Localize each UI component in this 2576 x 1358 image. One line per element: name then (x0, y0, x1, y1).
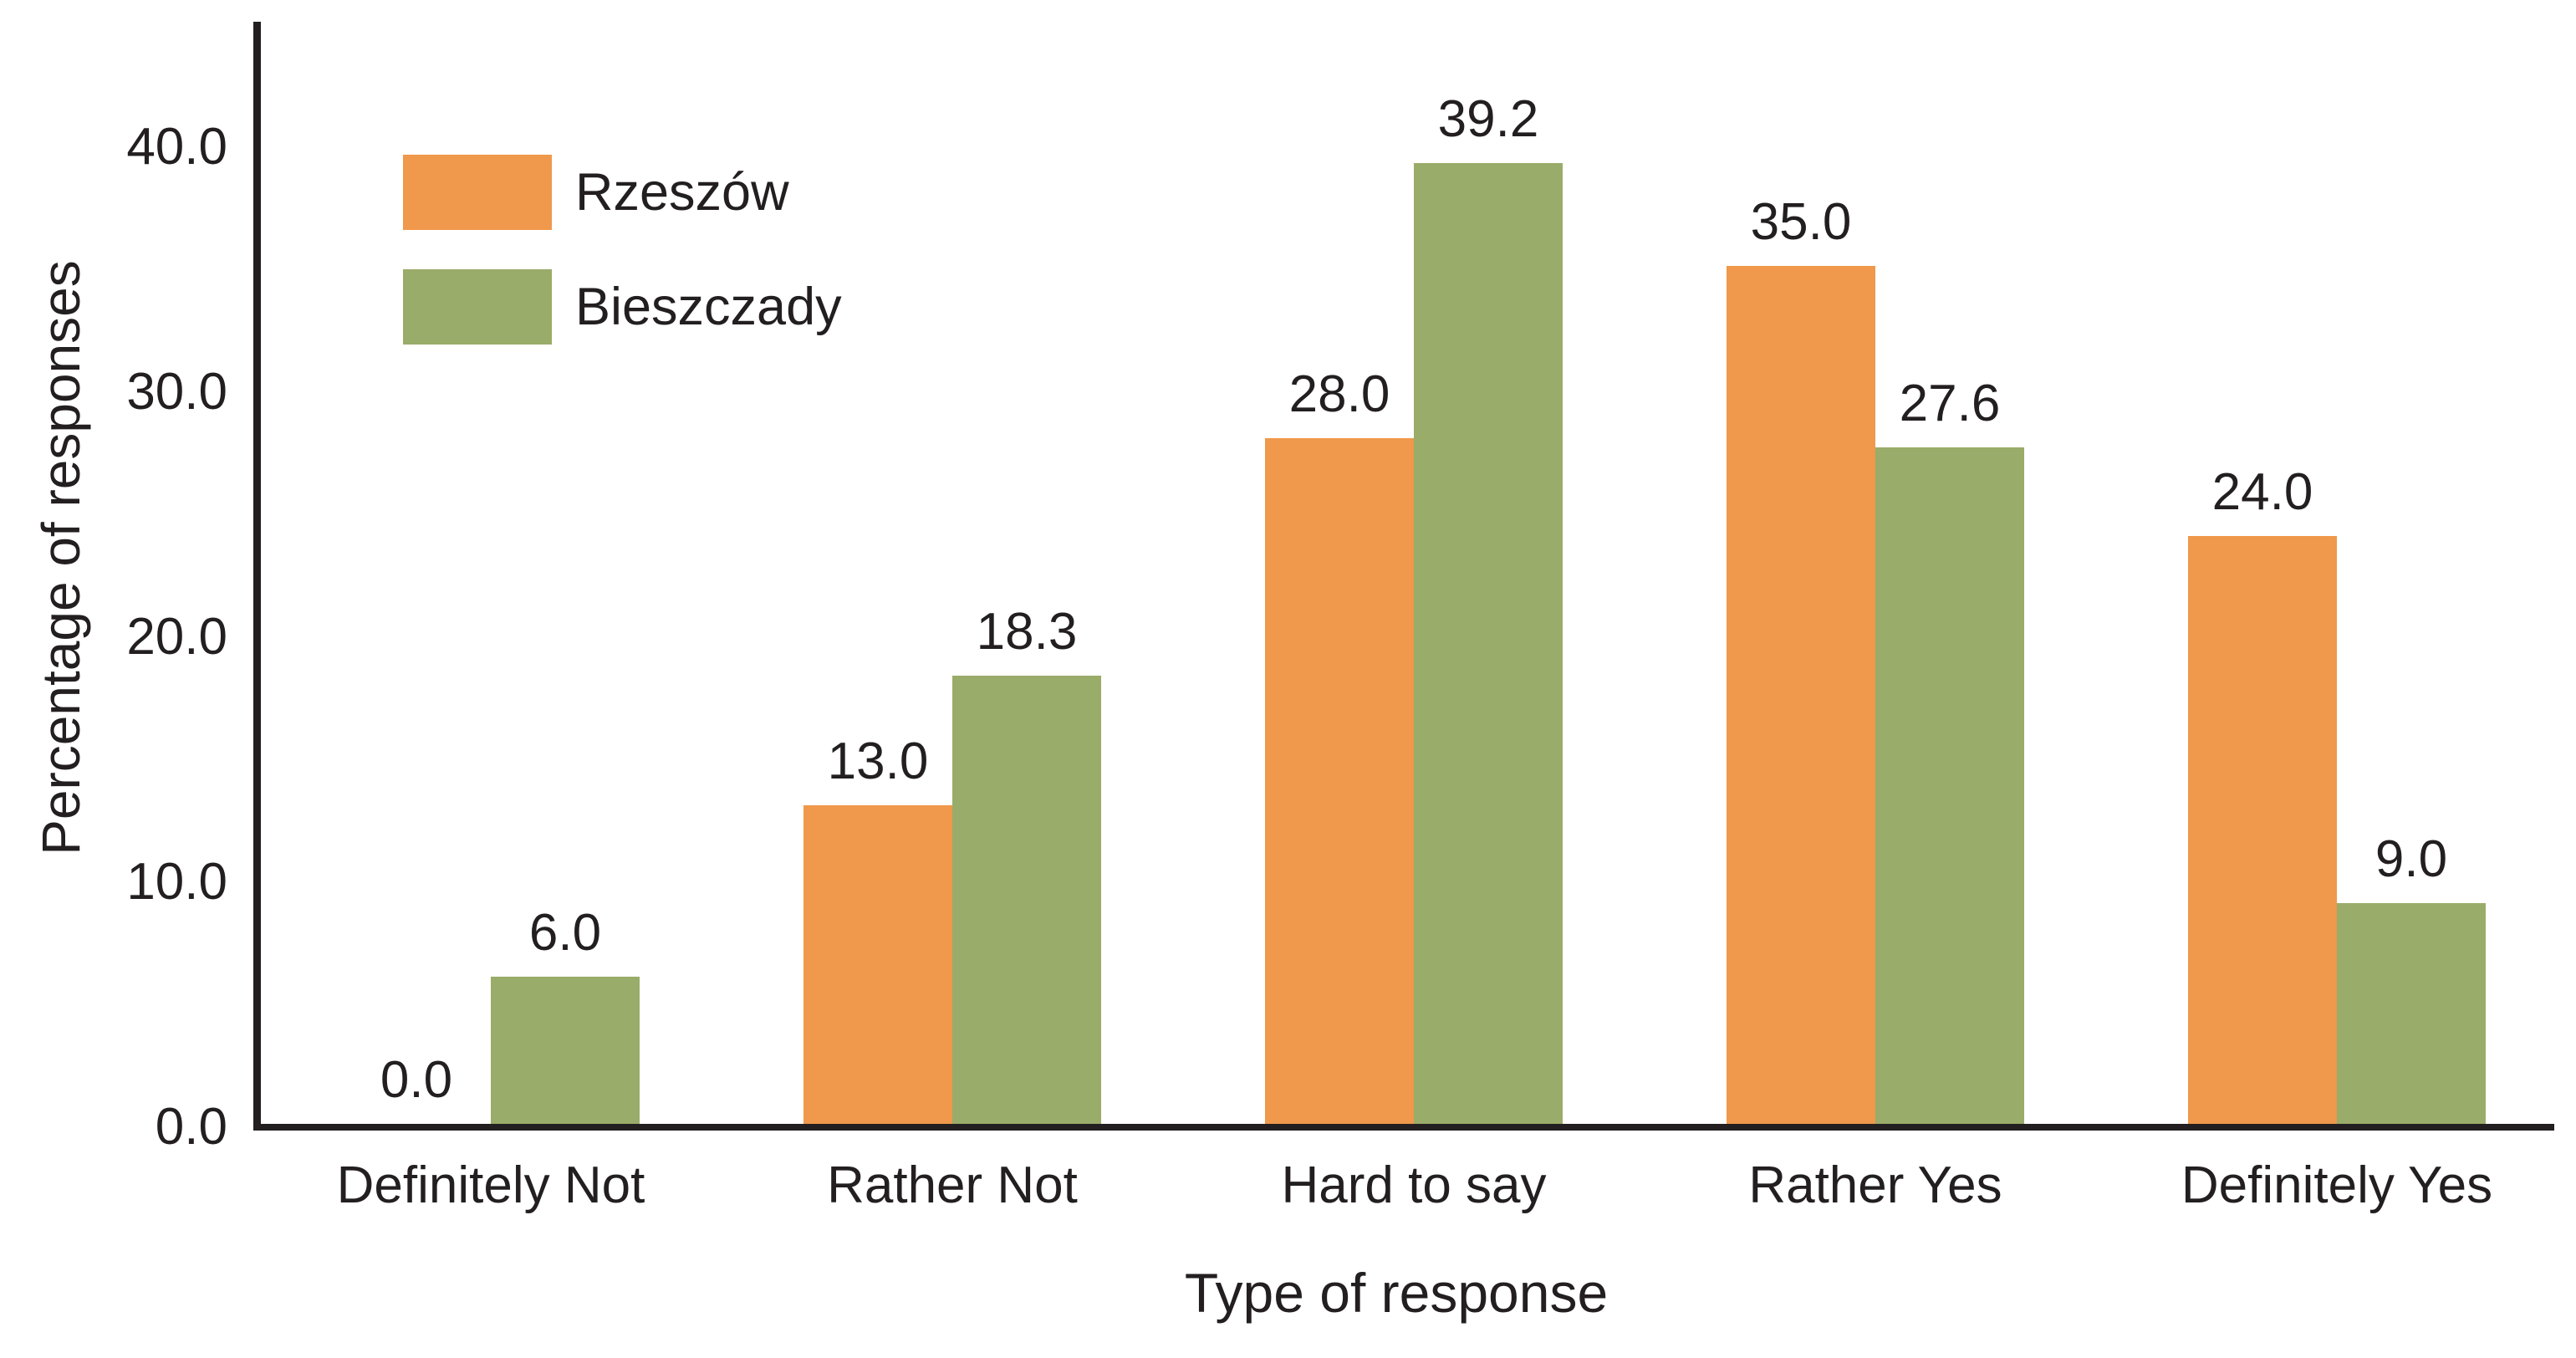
bar-rzeszów-4 (1727, 266, 1875, 1124)
bar-bieszczady-5 (2337, 903, 2486, 1124)
y-tick-label-40.0: 40.0 (126, 118, 227, 176)
y-tick-label-0.0: 0.0 (155, 1098, 227, 1156)
category-label-5: Definitely Yes (2181, 1156, 2493, 1214)
y-tick-label-10.0: 10.0 (126, 853, 227, 911)
y-tick-label-20.0: 20.0 (126, 608, 227, 666)
bar-bieszczady-2 (952, 676, 1101, 1124)
x-axis-title: Type of response (1184, 1262, 1609, 1324)
bar-rzeszów-3 (1265, 438, 1414, 1124)
legend-label-rzeszow: Rzeszów (575, 163, 789, 222)
bar-value-label: 24.0 (2211, 463, 2313, 521)
legend-label-bieszczady: Bieszczady (575, 278, 842, 336)
bar-value-label: 35.0 (1750, 193, 1852, 251)
bar-value-label: 28.0 (1288, 365, 1390, 423)
bar-value-label: 9.0 (2375, 830, 2448, 888)
category-label-2: Rather Not (827, 1156, 1078, 1214)
bar-value-label: 13.0 (827, 733, 929, 790)
bar-value-label: 6.0 (528, 904, 602, 962)
legend-swatch-rzeszow (403, 155, 552, 230)
bar-bieszczady-3 (1414, 163, 1563, 1124)
y-tick-label-30.0: 30.0 (126, 363, 227, 421)
bar-rzeszów-5 (2188, 536, 2337, 1124)
category-label-4: Rather Yes (1748, 1156, 2002, 1214)
x-axis-line (253, 1124, 2554, 1131)
bar-value-label: 0.0 (380, 1051, 453, 1109)
category-label-3: Hard to say (1281, 1156, 1547, 1214)
y-axis-line (253, 22, 261, 1131)
bar-value-label: 18.3 (976, 603, 1078, 661)
bar-value-label: 27.6 (1899, 375, 2001, 432)
category-label-1: Definitely Not (336, 1156, 645, 1214)
y-axis-title: Percentage of responses (31, 260, 91, 855)
bar-bieszczady-1 (491, 977, 640, 1124)
legend-swatch-bieszczady (403, 269, 552, 345)
bar-value-label: 39.2 (1437, 90, 1539, 148)
bar-bieszczady-4 (1875, 447, 2024, 1124)
bar-rzeszów-2 (803, 805, 952, 1124)
